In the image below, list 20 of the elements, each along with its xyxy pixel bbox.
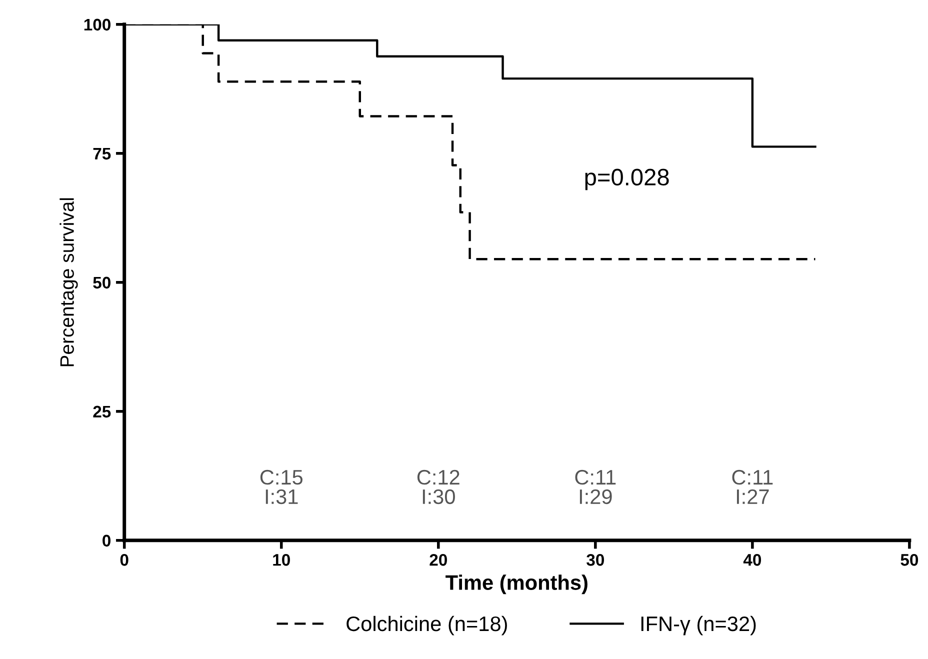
legend-label: IFN-γ (n=32)	[641, 616, 756, 636]
x-tick-label: 20	[430, 554, 447, 566]
annotation: C:11 I:27	[732, 470, 773, 504]
x-axis-title: Time (months)	[446, 574, 588, 594]
annotation: C:11 I:29	[575, 470, 616, 504]
y-tick-label: 0	[102, 534, 110, 547]
annotation: C:12 I:30	[417, 470, 460, 504]
x-tick-label: 40	[743, 554, 762, 566]
x-tick-label: 50	[900, 554, 918, 566]
x-tick-label: 10	[273, 554, 290, 566]
y-axis-title: Percentage survival	[60, 198, 78, 366]
y-tick-label: 100	[84, 18, 110, 31]
y-tick-label: 50	[93, 276, 110, 289]
legend-label: Colchicine (n=18)	[346, 616, 507, 636]
x-tick-label: 30	[586, 554, 604, 566]
x-tick-label: 0	[120, 554, 128, 566]
annotation: C:15 I:31	[260, 470, 302, 504]
y-tick-label: 25	[93, 406, 111, 418]
y-tick-label: 75	[93, 148, 111, 160]
annotation: p=0.028	[585, 168, 669, 190]
